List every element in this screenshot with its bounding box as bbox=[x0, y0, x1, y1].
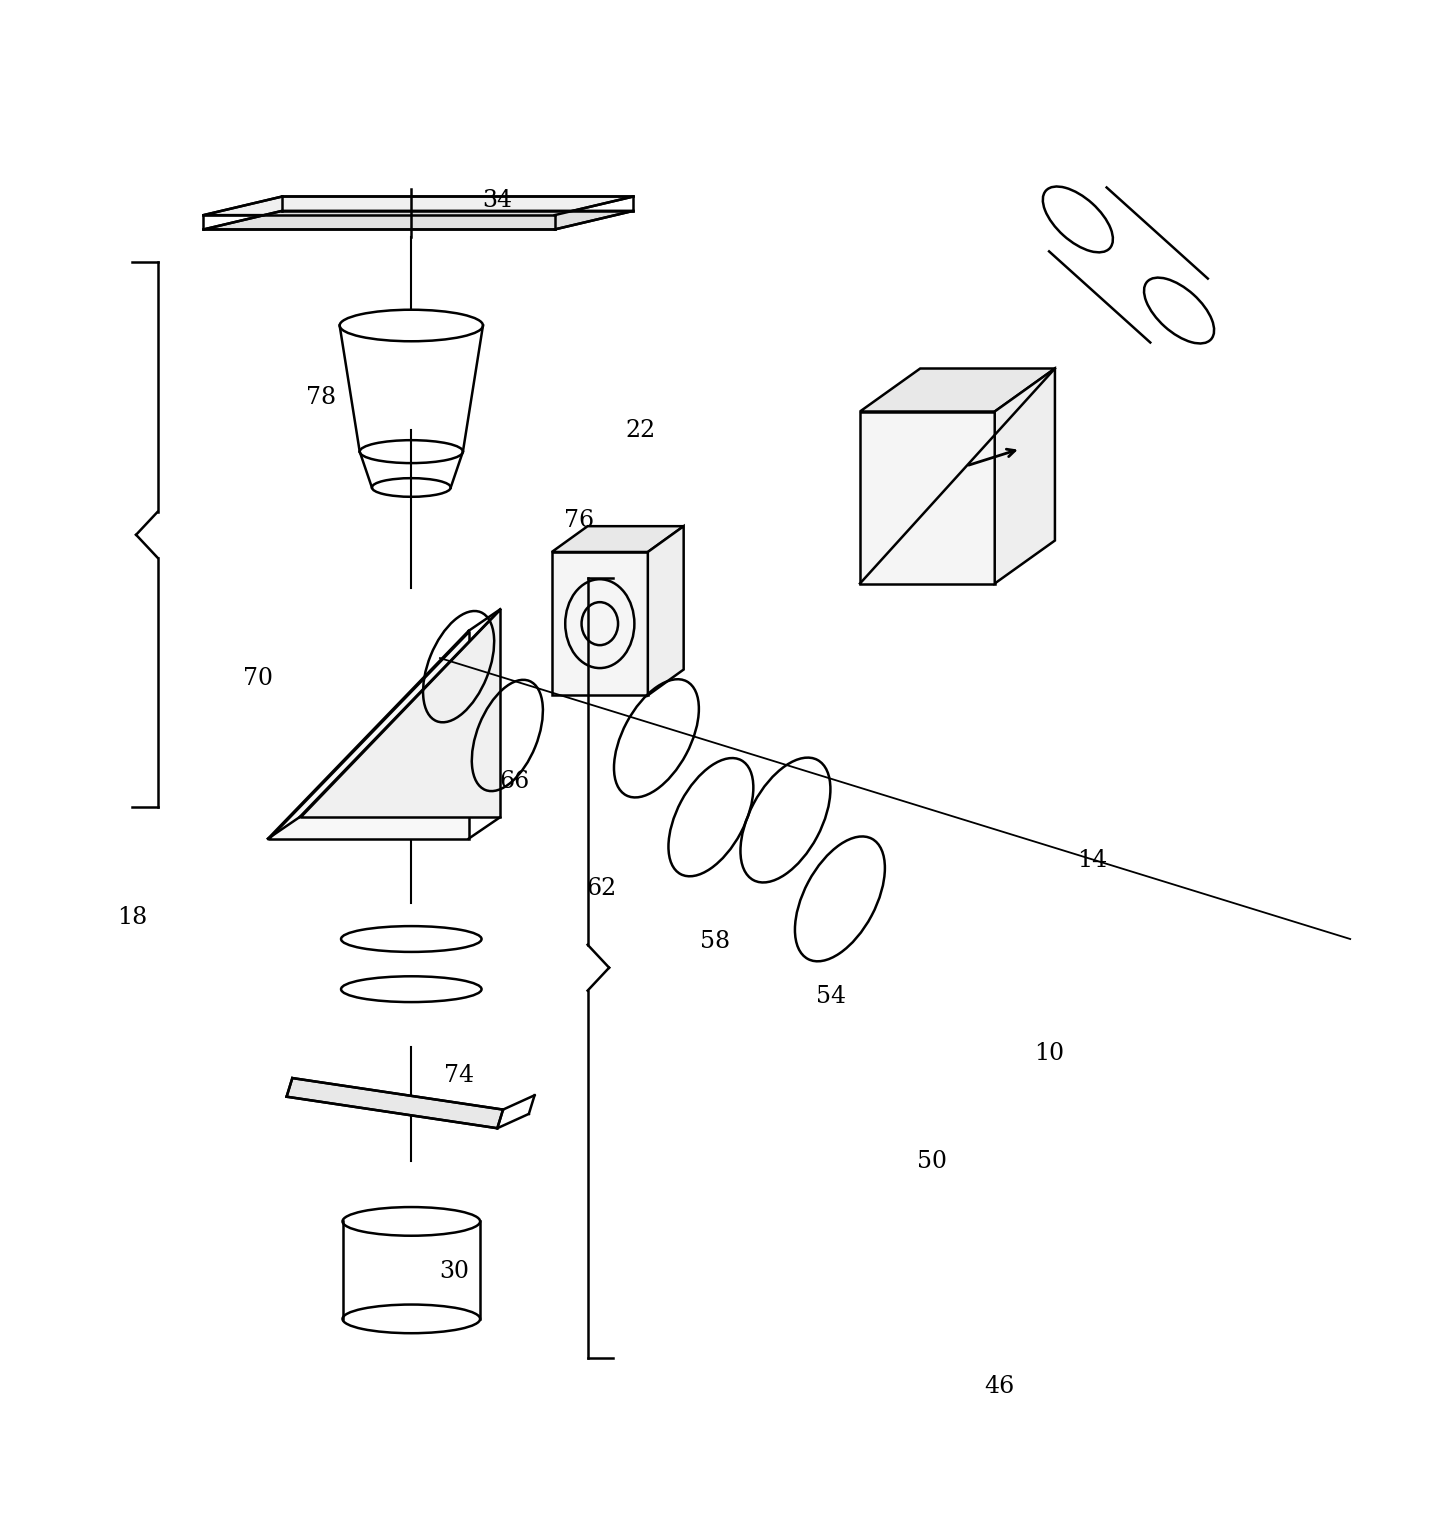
Polygon shape bbox=[203, 196, 633, 215]
Polygon shape bbox=[994, 368, 1055, 583]
Text: 18: 18 bbox=[117, 907, 147, 930]
Text: 74: 74 bbox=[443, 1063, 473, 1086]
Text: 46: 46 bbox=[984, 1374, 1014, 1397]
Polygon shape bbox=[551, 552, 648, 695]
Text: 50: 50 bbox=[917, 1149, 947, 1172]
Polygon shape bbox=[861, 411, 994, 583]
Polygon shape bbox=[268, 630, 469, 839]
Polygon shape bbox=[203, 210, 633, 230]
Polygon shape bbox=[286, 1078, 504, 1127]
Text: 70: 70 bbox=[243, 667, 273, 690]
Text: 54: 54 bbox=[816, 985, 846, 1008]
Polygon shape bbox=[551, 526, 684, 552]
Text: 76: 76 bbox=[564, 509, 594, 532]
Text: 34: 34 bbox=[482, 189, 512, 212]
Text: 62: 62 bbox=[587, 877, 617, 900]
Text: 14: 14 bbox=[1076, 848, 1108, 871]
Text: 22: 22 bbox=[626, 419, 656, 442]
Polygon shape bbox=[299, 609, 501, 818]
Text: 66: 66 bbox=[499, 770, 530, 793]
Text: 10: 10 bbox=[1035, 1042, 1065, 1065]
Polygon shape bbox=[861, 368, 1055, 411]
Text: 58: 58 bbox=[701, 931, 730, 953]
Text: 78: 78 bbox=[307, 385, 337, 408]
Text: 30: 30 bbox=[439, 1259, 469, 1282]
Polygon shape bbox=[648, 526, 684, 695]
